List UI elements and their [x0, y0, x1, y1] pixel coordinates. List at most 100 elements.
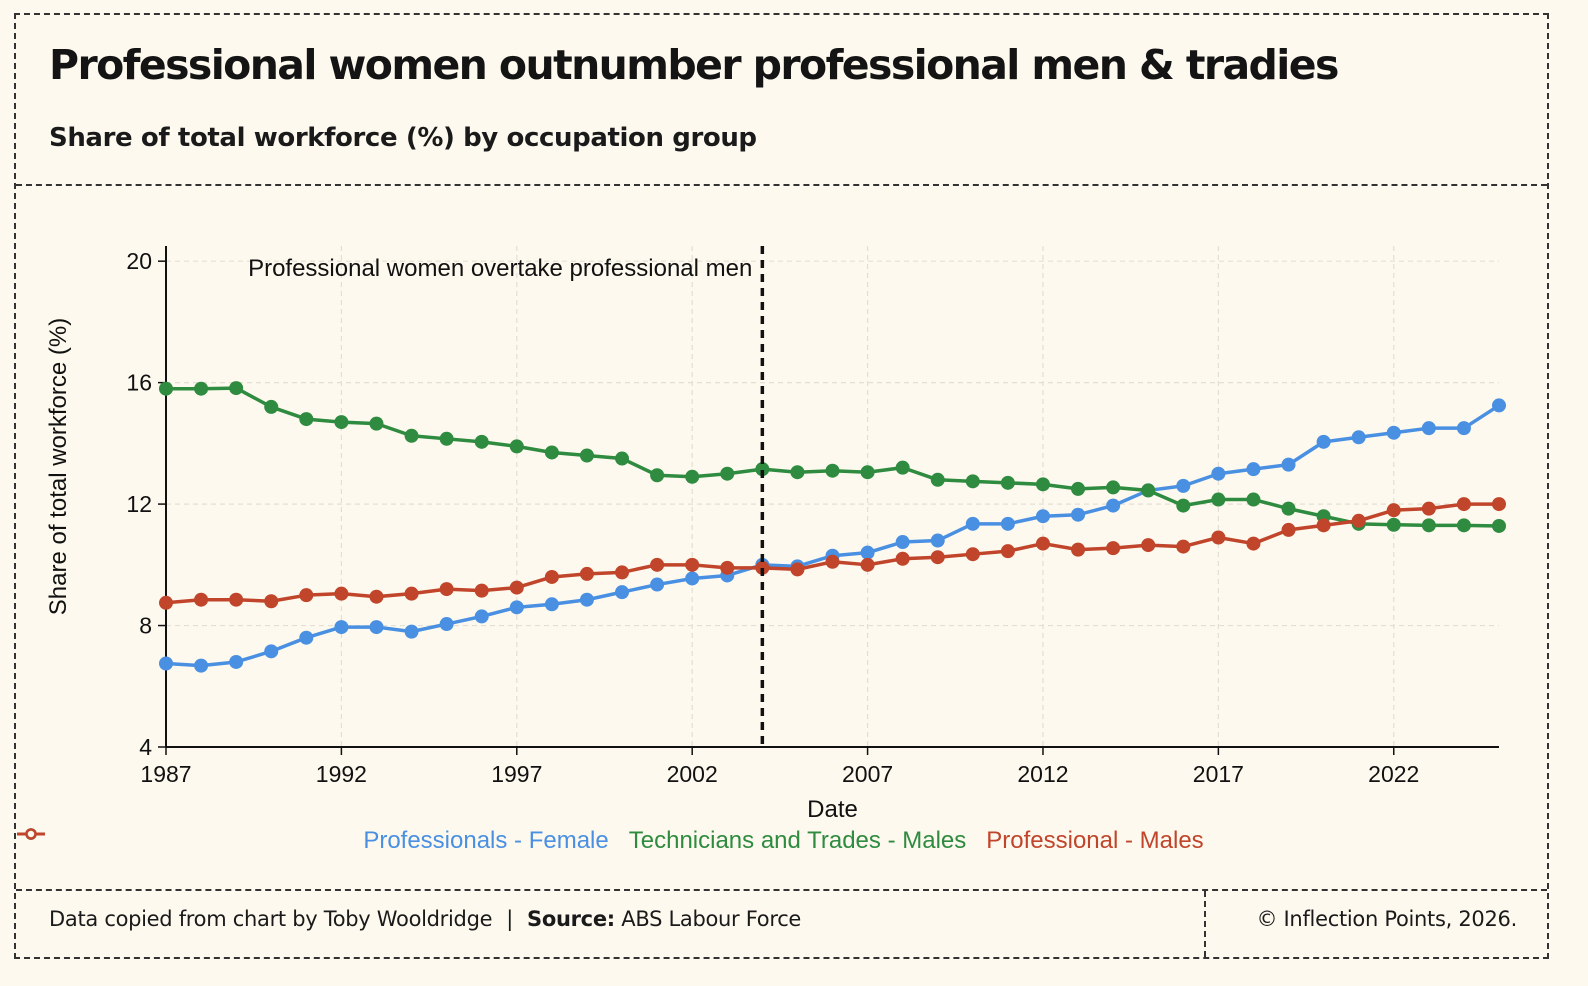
data-point [1492, 518, 1506, 533]
data-point [1071, 481, 1086, 496]
legend-item: Technicians and Trades - Males [17, 827, 966, 855]
data-point [264, 594, 279, 609]
data-point [930, 550, 945, 565]
data-point [334, 620, 349, 635]
data-point [1281, 501, 1296, 516]
data-point [544, 597, 559, 612]
data-point [1492, 497, 1506, 512]
data-point [334, 415, 349, 430]
data-point [965, 474, 980, 489]
data-point [334, 586, 349, 601]
data-point [1421, 421, 1436, 436]
data-point [369, 589, 384, 604]
data-point [685, 571, 700, 586]
y-tick-label: 4 [139, 734, 152, 760]
copyright: © Inflection Points, 2026. [1256, 907, 1517, 931]
data-point [1456, 518, 1471, 533]
data-point [1141, 483, 1156, 498]
data-point [194, 592, 209, 607]
data-point [685, 557, 700, 572]
data-point [194, 381, 209, 396]
data-point [825, 554, 840, 569]
data-point [439, 582, 454, 597]
data-point [509, 439, 524, 454]
data-point [404, 428, 419, 443]
data-point [509, 600, 524, 615]
x-tick-label: 2002 [667, 761, 718, 787]
data-point [474, 434, 489, 449]
data-point [860, 545, 875, 560]
data-point [159, 381, 173, 396]
data-point [159, 595, 173, 610]
data-point [1456, 421, 1471, 436]
data-point [720, 466, 735, 481]
x-tick-label: 1987 [140, 761, 191, 787]
y-tick-label: 12 [126, 491, 152, 517]
data-point [755, 462, 770, 477]
chart-frame: Professional women outnumber professiona… [14, 13, 1549, 959]
data-point [1421, 518, 1436, 533]
data-point [650, 468, 665, 483]
data-point [369, 620, 384, 635]
source-label: Source: [527, 907, 615, 931]
data-point [1211, 530, 1226, 545]
data-point [369, 416, 384, 431]
data-point [1035, 509, 1050, 524]
data-point [895, 551, 910, 566]
x-tick-label: 2017 [1193, 761, 1244, 787]
x-tick-label: 1992 [316, 761, 367, 787]
legend-label: Professionals - Female [363, 827, 609, 854]
legend-item: Professionals - Female [17, 827, 609, 855]
data-point [1246, 536, 1261, 551]
data-point [299, 412, 314, 427]
data-point [1316, 434, 1331, 449]
data-point [474, 583, 489, 598]
data-point [1386, 517, 1401, 532]
page-title: Professional women outnumber professiona… [49, 41, 1339, 89]
data-point [229, 592, 244, 607]
data-point [1071, 507, 1086, 522]
page-subtitle: Share of total workforce (%) by occupati… [49, 123, 757, 153]
data-point [860, 465, 875, 480]
data-point [264, 399, 279, 414]
data-point [615, 565, 630, 580]
x-tick-label: 2007 [842, 761, 893, 787]
data-point [1106, 480, 1121, 495]
data-point [474, 609, 489, 624]
data-point [404, 624, 419, 639]
source-value: ABS Labour Force [621, 907, 802, 931]
data-point [1035, 477, 1050, 492]
data-point [1176, 498, 1191, 513]
data-point [579, 448, 594, 463]
data-point [685, 469, 700, 484]
x-tick-label: 2022 [1368, 761, 1419, 787]
data-point [720, 560, 735, 575]
data-point [650, 557, 665, 572]
data-point [1281, 457, 1296, 472]
annotation-text: Professional women overtake professional… [248, 255, 752, 282]
data-point [1421, 501, 1436, 516]
chart-canvas: 4 8 12 16 20 1987 1992 1997 2002 2007 2012 2017 2022… [45, 246, 1506, 823]
data-point [1035, 536, 1050, 551]
data-point [1141, 538, 1156, 553]
data-point [1000, 475, 1015, 490]
data-point [579, 566, 594, 581]
data-point [1106, 498, 1121, 513]
data-point [229, 654, 244, 669]
data-point [1246, 462, 1261, 477]
data-point [1000, 544, 1015, 559]
data-point [229, 381, 244, 396]
legend-swatch [17, 828, 45, 840]
footer-credit-line: Data copied from chart by Toby Wooldridg… [49, 907, 801, 931]
data-point [1211, 492, 1226, 507]
y-tick-label: 8 [139, 613, 152, 639]
data-point [1281, 522, 1296, 537]
data-point [930, 533, 945, 548]
data-point [1000, 516, 1015, 531]
data-point [439, 617, 454, 632]
data-point [194, 658, 209, 673]
data-point [544, 569, 559, 584]
data-point [1176, 539, 1191, 554]
series-line [165, 403, 1500, 668]
data-point [1176, 478, 1191, 493]
